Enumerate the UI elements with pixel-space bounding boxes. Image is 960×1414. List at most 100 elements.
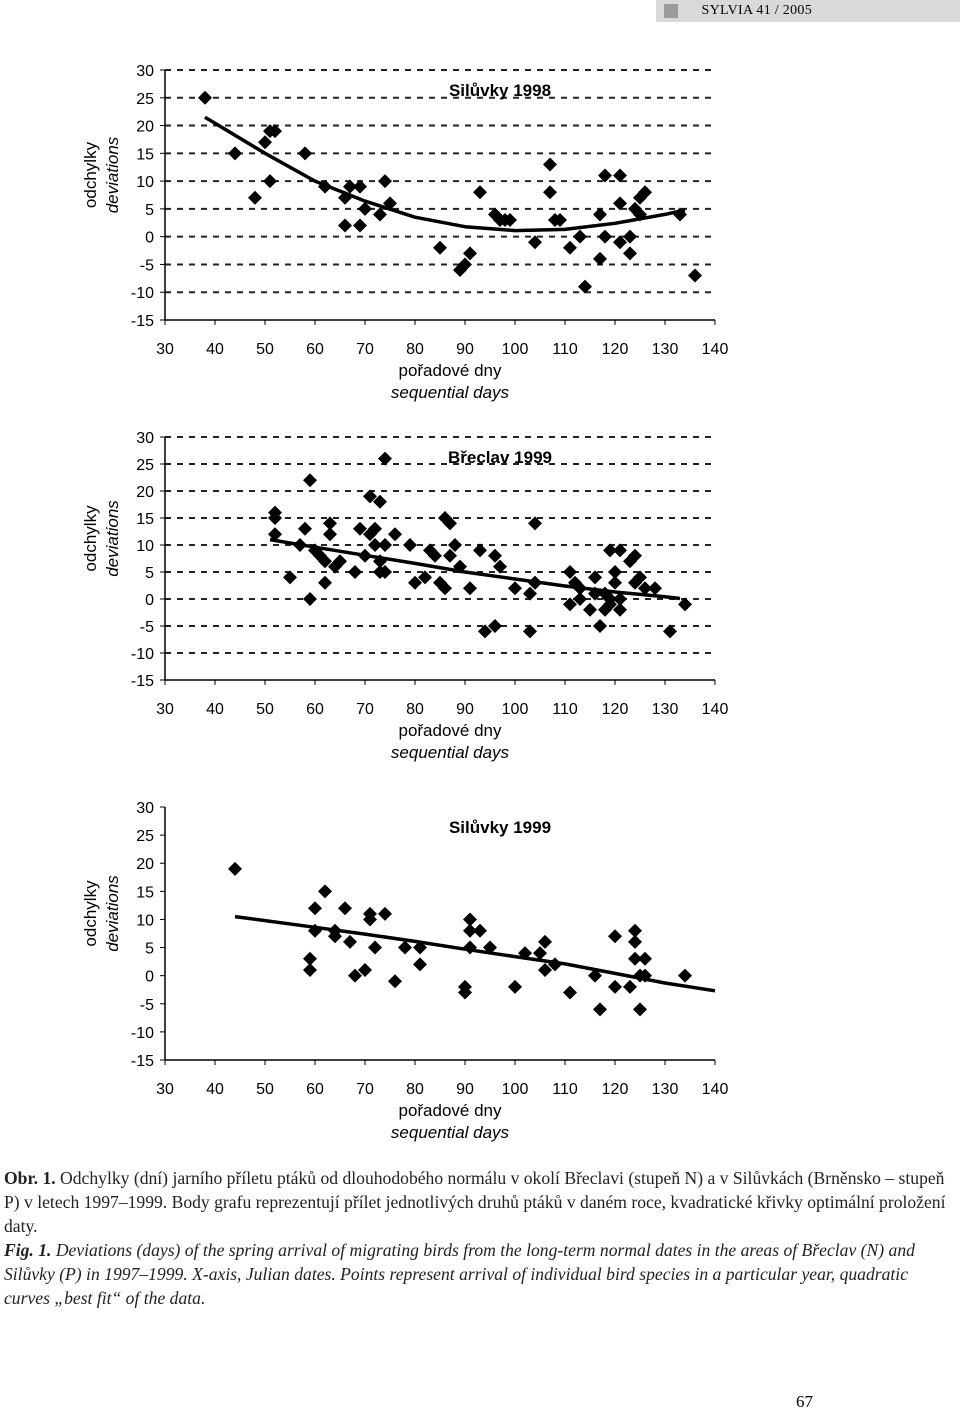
data-point (268, 527, 282, 542)
data-point (303, 592, 317, 606)
data-point (543, 157, 557, 172)
data-point (543, 185, 557, 200)
data-point (368, 521, 382, 536)
data-point (443, 548, 457, 563)
data-point (303, 473, 317, 488)
x-tick-label: 40 (206, 341, 224, 358)
data-point (588, 968, 602, 983)
x-axis-title-en: sequential days (391, 1123, 510, 1142)
x-axis-title-cz: pořadové dny (398, 721, 502, 740)
data-point (463, 246, 477, 261)
chart-title: Silůvky 1999 (449, 818, 551, 837)
x-tick-label: 70 (356, 701, 374, 718)
data-point (353, 218, 367, 233)
data-point (358, 963, 372, 978)
x-tick-label: 60 (306, 701, 324, 718)
y-tick-label: 20 (136, 484, 154, 501)
y-tick-label: 30 (136, 430, 154, 447)
data-point (528, 575, 542, 590)
y-tick-label: 30 (136, 63, 154, 80)
chart-siluvky-1998: 30 25 20 15 10 5 0 -5 -10 -15 30 40 50 60 70 80 90 100 110… (0, 50, 960, 430)
data-point (583, 602, 597, 617)
x-tick-label: 110 (552, 701, 578, 718)
data-point (418, 570, 432, 585)
data-point (563, 985, 577, 1000)
y-tick-label: 25 (136, 457, 154, 474)
data-point (593, 1002, 607, 1017)
caption-czech: Obr. 1. Odchylky (dní) jarního příletu p… (4, 1166, 956, 1238)
data-point (408, 575, 422, 590)
data-point (298, 146, 312, 161)
data-point (303, 963, 317, 978)
data-point (628, 951, 642, 966)
data-point (588, 570, 602, 585)
y-tick-label: 5 (145, 941, 154, 958)
data-point (353, 521, 367, 536)
data-point (593, 207, 607, 222)
data-point (458, 985, 472, 1000)
data-point (523, 624, 537, 639)
data-point (373, 494, 387, 509)
y-tick-label: 15 (136, 884, 154, 901)
x-tick-label: 60 (306, 341, 324, 358)
caption-cz-label: Obr. 1. (4, 1168, 56, 1188)
data-point (463, 940, 477, 955)
data-point (373, 554, 387, 569)
x-tick-label: 130 (652, 341, 679, 358)
data-point (268, 124, 282, 139)
data-point (638, 951, 652, 966)
x-tick-label: 40 (206, 701, 224, 718)
x-tick-label: 80 (406, 341, 424, 358)
y-tick-label: 5 (145, 202, 154, 219)
data-point (593, 619, 607, 633)
y-tick-label: -10 (131, 1025, 154, 1042)
x-tick-label: 130 (652, 701, 679, 718)
y-tick-label: 0 (145, 969, 154, 986)
data-point (633, 207, 647, 222)
data-point (678, 968, 692, 983)
data-point (613, 235, 627, 250)
data-point (593, 251, 607, 266)
data-point (383, 196, 397, 211)
data-point (298, 521, 312, 536)
x-tick-label: 110 (552, 341, 578, 358)
data-point (198, 90, 212, 105)
y-tick-label: 0 (145, 592, 154, 609)
data-point (308, 543, 322, 558)
data-point (268, 511, 282, 525)
caption-cz-text: Odchylky (dní) jarního příletu ptáků od … (4, 1168, 946, 1236)
data-point (378, 538, 392, 552)
data-point (638, 185, 652, 200)
data-point (633, 570, 647, 585)
data-point (613, 196, 627, 211)
y-axis-title-cz: odchylky (81, 880, 100, 947)
data-point (663, 624, 677, 639)
y-tick-label: 25 (136, 91, 154, 108)
x-tick-label: 140 (702, 1081, 729, 1098)
y-axis-title-en: deviations (103, 136, 122, 213)
chart-title: Břeclav 1999 (448, 448, 552, 467)
data-point (678, 597, 692, 612)
data-point (373, 207, 387, 222)
y-tick-label: 15 (136, 511, 154, 528)
data-point (573, 229, 587, 244)
data-point (538, 934, 552, 949)
chart-siluvky-1999: 30 25 20 15 10 5 0 -5 -10 -15 30 40 50 60 70 80 90 100 110… (0, 785, 960, 1165)
data-point (358, 201, 372, 216)
data-point (608, 929, 622, 944)
x-tick-label: 80 (406, 701, 424, 718)
data-point (308, 901, 322, 916)
data-point (638, 968, 652, 983)
data-point (463, 912, 477, 927)
y-tick-label: 25 (136, 828, 154, 845)
data-point (483, 940, 497, 955)
x-axis-title-en: sequential days (391, 743, 510, 762)
y-tick-label: -15 (131, 1053, 154, 1070)
data-point (378, 451, 392, 466)
journal-header: SYLVIA 41 / 2005 (701, 3, 812, 18)
data-point (523, 586, 537, 601)
y-axis-title-en: deviations (103, 875, 122, 952)
data-point (378, 906, 392, 921)
data-point (348, 565, 362, 579)
x-tick-label: 90 (456, 341, 474, 358)
